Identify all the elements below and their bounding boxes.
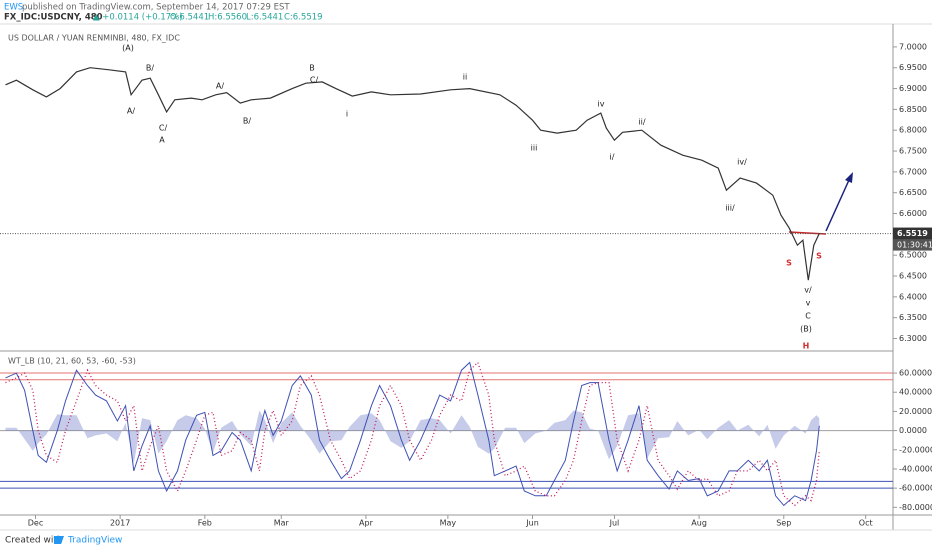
wave-label: ii bbox=[463, 73, 467, 82]
wave-label: S bbox=[786, 259, 792, 268]
wave-label: (B) bbox=[800, 325, 812, 334]
y-tick-label: 6.5000 bbox=[899, 251, 927, 260]
wave-label: v bbox=[806, 299, 811, 308]
wave-label: ii/ bbox=[638, 118, 645, 127]
x-tick-label: Jul bbox=[609, 519, 620, 528]
countdown-label: 01:30:41 bbox=[897, 241, 932, 250]
y-tick-label: 6.3500 bbox=[899, 313, 927, 322]
y-tick-label: 6.9000 bbox=[899, 84, 927, 93]
wave-label: iv bbox=[598, 100, 605, 109]
created-with: Created with bbox=[5, 536, 63, 546]
x-tick-label: Aug bbox=[691, 519, 707, 528]
y-tick-label: 6.3000 bbox=[899, 334, 927, 343]
x-tick-label: May bbox=[440, 519, 457, 528]
wave-label: iv/ bbox=[737, 158, 747, 167]
x-tick-label: Sep bbox=[776, 519, 791, 528]
wave-label: i bbox=[346, 110, 348, 119]
price-line bbox=[5, 67, 820, 281]
x-tick-label: Mar bbox=[274, 519, 290, 528]
indicator-title: WT_LB (10, 21, 60, 53, -60, -53) bbox=[8, 357, 136, 366]
y-tick-label: 6.8000 bbox=[899, 126, 927, 135]
y-tick-label: 40.0000 bbox=[899, 388, 932, 397]
y-tick-label: 6.6000 bbox=[899, 209, 927, 218]
wave-label: C bbox=[805, 312, 811, 321]
y-tick-label: 0.0000 bbox=[899, 426, 927, 435]
countdown-box bbox=[893, 239, 932, 251]
x-tick-label: Dec bbox=[28, 519, 43, 528]
ohlc-value: O:6.5441 bbox=[170, 13, 209, 23]
x-tick-label: Feb bbox=[198, 519, 212, 528]
wave-label: v/ bbox=[804, 286, 812, 295]
y-tick-label: 6.7500 bbox=[899, 147, 927, 156]
wave-label: A/ bbox=[127, 107, 135, 116]
author[interactable]: EWS bbox=[4, 3, 23, 13]
chart-title: US DOLLAR / YUAN RENMINBI, 480, FX_IDC bbox=[8, 34, 180, 43]
wave-label: iii/ bbox=[725, 204, 735, 213]
wave-label: A/ bbox=[216, 82, 224, 91]
wave-label: H bbox=[803, 342, 810, 351]
x-tick-label: 2017 bbox=[110, 519, 130, 528]
symbol: FX_IDC:USDCNY, 480 bbox=[4, 13, 103, 23]
y-tick-label: 6.6500 bbox=[899, 188, 927, 197]
x-tick-label: Jun bbox=[525, 519, 539, 528]
wave-label: S bbox=[816, 252, 822, 261]
ohlc-value: C:6.5519 bbox=[284, 13, 323, 23]
arrow-head bbox=[845, 172, 853, 183]
wave-label: (A) bbox=[122, 44, 134, 53]
projection-arrow bbox=[825, 179, 850, 232]
y-tick-label: -60.0000 bbox=[899, 484, 932, 493]
wave-label: B/ bbox=[146, 64, 154, 73]
y-tick-label: -20.0000 bbox=[899, 445, 932, 454]
wave-line bbox=[5, 361, 820, 507]
histogram-area bbox=[5, 410, 820, 464]
ohlc-value: H:6.5560 bbox=[208, 13, 247, 23]
y-tick-label: 20.0000 bbox=[899, 407, 932, 416]
neckline bbox=[788, 231, 827, 235]
wave-label: C/ bbox=[159, 124, 168, 133]
y-tick-label: -80.0000 bbox=[899, 503, 932, 512]
published: published on TradingView.com, September … bbox=[22, 3, 290, 13]
brand-logo bbox=[54, 536, 64, 544]
y-tick-label: 6.8500 bbox=[899, 105, 927, 114]
x-tick-label: Apr bbox=[359, 519, 374, 528]
wave-label: A bbox=[159, 136, 165, 145]
y-tick-label: -40.0000 bbox=[899, 464, 932, 473]
y-tick-label: 60.0000 bbox=[899, 369, 932, 378]
wave-label: iii bbox=[531, 144, 538, 153]
wave-label: i/ bbox=[610, 153, 615, 162]
last-price-label: 6.5519 bbox=[897, 229, 928, 238]
change: ▲ +0.0114 (+0.17%) bbox=[93, 13, 183, 23]
last-price-box bbox=[893, 227, 932, 240]
y-tick-label: 6.7000 bbox=[899, 167, 927, 176]
wave-label: B/ bbox=[243, 117, 251, 126]
x-tick-label: Oct bbox=[859, 519, 873, 528]
y-tick-label: 6.9500 bbox=[899, 63, 927, 72]
y-tick-label: 7.0000 bbox=[899, 42, 927, 51]
y-tick-label: 6.4500 bbox=[899, 272, 927, 281]
y-tick-label: 6.4000 bbox=[899, 292, 927, 301]
wave-label: C/ bbox=[310, 76, 319, 85]
brand[interactable]: TradingView bbox=[67, 536, 122, 546]
wave-label: B bbox=[309, 64, 315, 73]
signal-line bbox=[5, 361, 820, 507]
ohlc-value: L:6.5441 bbox=[246, 13, 283, 23]
